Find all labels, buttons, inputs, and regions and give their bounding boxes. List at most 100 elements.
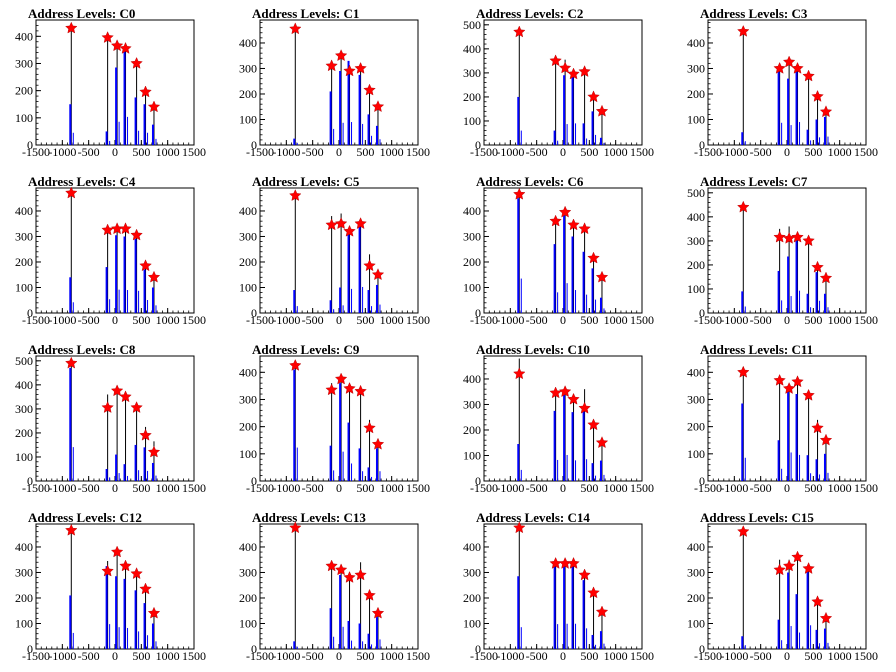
plot-frame xyxy=(35,523,195,650)
x-tick-label: -1000 xyxy=(272,649,300,663)
x-tick-label: 1500 xyxy=(630,481,654,495)
plot-frame xyxy=(259,355,419,482)
x-tick-label: 1000 xyxy=(828,649,852,663)
x-tick-label: 0 xyxy=(336,649,342,663)
chart-panel-c8: 0 100 200 300 400 500 -1500 -1000 -500 0 500 1000 15… xyxy=(0,336,224,504)
x-tick-label: 500 xyxy=(804,649,822,663)
peak-marker xyxy=(289,189,302,201)
peak-marker xyxy=(819,433,833,446)
y-tick-label: 300 xyxy=(15,56,33,70)
x-tick-label: -1500 xyxy=(694,649,722,663)
x-tick-label: -1500 xyxy=(694,481,722,495)
x-tick-label: -500 xyxy=(526,649,548,663)
chart-panel-c6: 0 100 200 300 400 -1500 -1000 -500 0 500 1000 1500 A… xyxy=(448,168,672,336)
histogram-plot: 0 100 200 300 400 -1500-1000 -500 0 500 1000 1500 xyxy=(463,355,654,495)
chart-panel-c7: 0 100 200 300 400 500 -1500 -1000 -500 0 500 1000 15… xyxy=(672,168,896,336)
x-tick-label: -1000 xyxy=(720,313,748,327)
peak-marker xyxy=(354,384,367,397)
peak-marker xyxy=(130,567,143,580)
peak-marker xyxy=(371,437,385,450)
x-tick-label: -1500 xyxy=(22,313,50,327)
x-tick-label: 500 xyxy=(132,481,150,495)
peak-marker xyxy=(325,383,338,396)
chart-panel-c1: 0 100 200 300 400 -1500 -1000 -500 0 500 1000 1500 A… xyxy=(224,0,448,168)
y-tick-label: 200 xyxy=(15,426,33,440)
peak-marker xyxy=(595,270,609,283)
plot-frame xyxy=(483,355,643,482)
peak-marker xyxy=(811,421,824,434)
peak-marker xyxy=(587,418,600,431)
x-tick-label: -1000 xyxy=(48,649,76,663)
x-tick-label: 1000 xyxy=(156,649,180,663)
x-tick-label: 0 xyxy=(784,313,790,327)
peak-marker xyxy=(130,401,143,413)
x-tick-label: 1500 xyxy=(406,481,430,495)
x-tick-label: 0 xyxy=(112,481,118,495)
y-tick-label: 200 xyxy=(687,591,705,605)
plot-frame xyxy=(35,19,195,146)
x-tick-label: 0 xyxy=(112,145,118,159)
y-tick-label: 300 xyxy=(463,66,481,80)
x-tick-label: 0 xyxy=(560,313,566,327)
peak-marker xyxy=(139,582,152,595)
x-tick-label: -1500 xyxy=(246,313,274,327)
y-tick-label: 100 xyxy=(239,112,257,126)
peak-marker xyxy=(119,222,132,235)
peak-marker xyxy=(130,228,143,241)
peak-marker xyxy=(737,365,750,378)
chart-title: Address Levels: C12 xyxy=(28,510,142,525)
peak-marker xyxy=(371,268,385,281)
peak-marker xyxy=(737,25,750,37)
x-tick-label: -500 xyxy=(750,313,772,327)
x-tick-label: -1500 xyxy=(246,649,274,663)
x-tick-label: 0 xyxy=(784,481,790,495)
peak-marker xyxy=(567,392,580,405)
peak-marker xyxy=(371,606,385,619)
x-tick-label: -1500 xyxy=(246,145,274,159)
x-tick-label: 500 xyxy=(580,145,598,159)
x-tick-label: -1500 xyxy=(470,145,498,159)
x-tick-label: -1000 xyxy=(720,145,748,159)
y-tick-label: 200 xyxy=(239,591,257,605)
y-tick-label: 300 xyxy=(687,61,705,75)
chart-panel-c12: 0 100 200 300 400 -1500 -1000 -500 0 500 1000 1500 A… xyxy=(0,504,224,672)
peak-marker xyxy=(110,384,124,397)
peak-marker xyxy=(819,105,833,118)
x-tick-label: 0 xyxy=(112,313,118,327)
x-tick-label: 1500 xyxy=(182,649,206,663)
x-tick-label: 1500 xyxy=(182,313,206,327)
chart-title: Address Levels: C3 xyxy=(700,6,808,21)
x-tick-label: 1000 xyxy=(828,313,852,327)
peak-marker xyxy=(791,230,804,243)
x-tick-label: -500 xyxy=(526,145,548,159)
peak-marker xyxy=(773,230,786,243)
x-tick-label: 0 xyxy=(784,145,790,159)
x-tick-label: 1500 xyxy=(854,481,878,495)
histogram-plot: 0 100 200 300 400 -1500-1000 -500 0 500 1000 1500 xyxy=(687,355,878,495)
peak-marker xyxy=(773,62,786,74)
peak-marker xyxy=(567,67,580,80)
peak-marker xyxy=(147,100,161,113)
peak-marker xyxy=(65,186,78,199)
peak-marker xyxy=(819,271,833,284)
x-tick-label: 500 xyxy=(132,313,150,327)
y-tick-label: 100 xyxy=(687,112,705,126)
peak-marker xyxy=(354,568,367,581)
x-tick-label: 1000 xyxy=(156,481,180,495)
histogram-plot: 0 100 200 300 400 -1500-1000 -500 0 500 1000 1500 xyxy=(15,19,206,159)
x-tick-label: -1500 xyxy=(470,481,498,495)
x-tick-label: 1500 xyxy=(854,145,878,159)
y-tick-label: 400 xyxy=(15,540,33,554)
y-tick-label: 0 xyxy=(699,138,705,152)
peak-marker xyxy=(773,374,786,386)
peak-marker xyxy=(595,104,609,117)
x-tick-label: 0 xyxy=(336,145,342,159)
y-tick-label: 100 xyxy=(15,280,33,294)
x-tick-label: -1000 xyxy=(720,481,748,495)
x-tick-label: 0 xyxy=(560,145,566,159)
histogram-plot: 0 100 200 300 400 -1500-1000 -500 0 500 1000 1500 xyxy=(239,355,430,495)
x-tick-label: -1500 xyxy=(246,481,274,495)
y-tick-label: 0 xyxy=(475,138,481,152)
y-tick-label: 400 xyxy=(15,29,33,43)
y-tick-label: 300 xyxy=(463,565,481,579)
